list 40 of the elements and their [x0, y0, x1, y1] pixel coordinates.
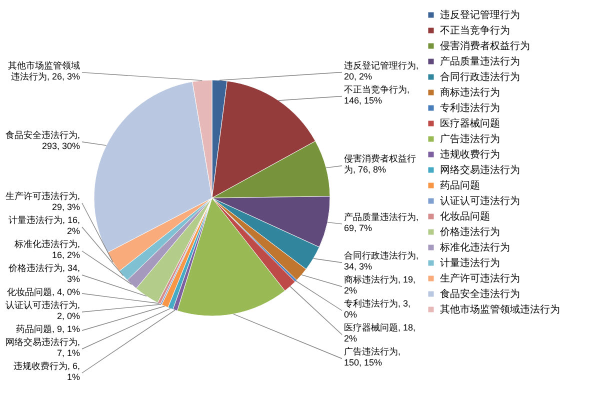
data-label: 化妆品问题, 4, 0%: [6, 287, 80, 297]
data-label: 违规收费行为, 6, 1%: [13, 361, 80, 382]
legend-label: 医疗器械问题: [440, 118, 500, 130]
legend-label: 违规收费行为: [440, 148, 500, 160]
legend-label: 计量违法行为: [440, 257, 500, 269]
data-label: 合同行政违法行为, 34, 3%: [344, 250, 419, 272]
data-label: 广告违法行为, 150, 15%: [344, 346, 401, 368]
data-label: 计量违法行为, 16, 2%: [8, 215, 80, 236]
data-label: 标准化违法行为, 16, 2%: [13, 239, 80, 260]
data-label: 违反登记管理行为, 20, 2%: [344, 60, 419, 82]
data-label: 网络交易违法行为, 7, 1%: [5, 337, 80, 358]
legend-label: 专利违法行为: [440, 102, 500, 114]
legend-label: 生产许可违法行为: [440, 272, 520, 284]
legend-label: 商标违法行为: [440, 86, 500, 98]
legend-label: 违反登记管理行为: [440, 9, 520, 21]
data-label: 产品质量违法行为, 69, 7%: [344, 212, 419, 233]
legend-label: 侵害消费者权益行为: [440, 40, 530, 52]
data-label: 食品安全违法行为, 293, 30%: [5, 130, 80, 151]
legend-label: 合同行政违法行为: [440, 71, 520, 83]
legend-label: 认证认可违法行为: [440, 195, 520, 207]
legend-label: 药品问题: [440, 180, 480, 192]
legend-label: 不正当竞争行为: [440, 24, 510, 36]
data-label: 医疗器械问题, 18, 2%: [344, 322, 416, 344]
data-label: 其他市场监管领域违法行为, 26, 3%: [8, 60, 80, 82]
data-label: 商标违法行为, 19, 2%: [344, 274, 416, 296]
legend-label: 化妆品问题: [440, 210, 490, 222]
data-label: 侵害消费者权益行为, 76, 8%: [344, 154, 416, 175]
legend-label: 网络交易违法行为: [440, 164, 520, 176]
legend-label: 标准化违法行为: [439, 242, 510, 254]
data-label: 生产许可违法行为, 29, 3%: [5, 191, 80, 212]
data-label: 专利违法行为, 3, 0%: [344, 298, 411, 320]
legend-label: 广告违法行为: [440, 133, 500, 145]
data-label: 价格违法行为, 34, 3%: [7, 263, 80, 284]
legend-label: 食品安全违法行为: [440, 288, 520, 300]
data-label: 认证认可违法行为, 2, 0%: [5, 300, 80, 321]
data-label: 药品问题, 9, 1%: [16, 324, 80, 334]
legend-label: 其他市场监管领域违法行为: [440, 304, 560, 316]
legend-label: 产品质量违法行为: [440, 56, 520, 68]
legend-label: 价格违法行为: [439, 226, 500, 238]
data-label: 不正当竞争行为, 146, 15%: [344, 84, 410, 106]
